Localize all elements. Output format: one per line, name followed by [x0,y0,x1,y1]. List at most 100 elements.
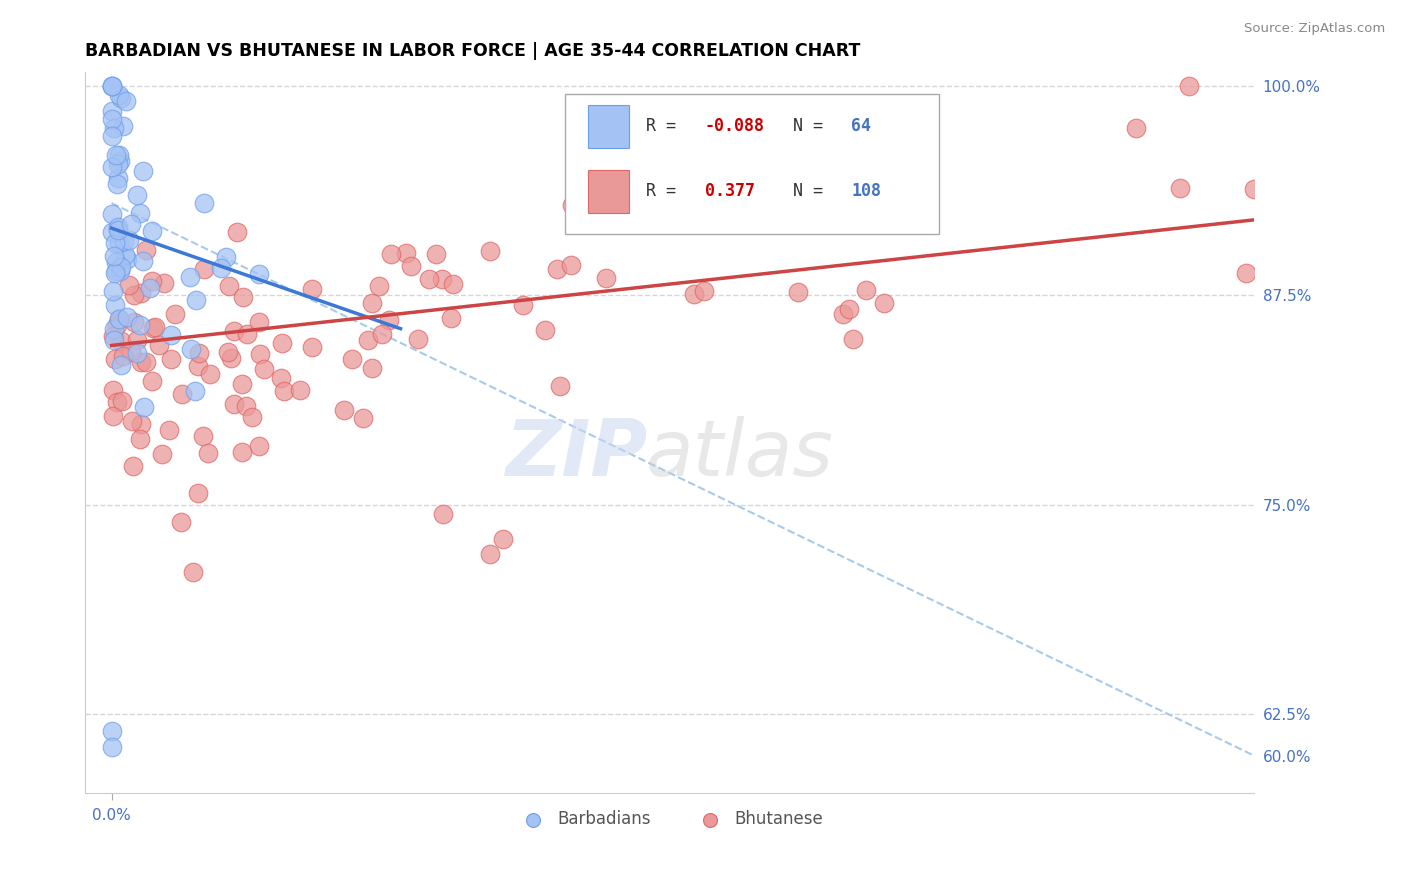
Point [512,298,534,312]
Text: 0.377: 0.377 [704,182,755,201]
Point [181,565,204,579]
Point [100,740,122,755]
Point [135,355,157,369]
Point [142,320,165,334]
Point [235,399,257,413]
Point [111,393,134,408]
Text: 64: 64 [851,118,872,136]
Point [247,439,270,453]
Point [492,533,515,547]
Point [1125,120,1147,135]
Point [103,322,125,336]
Point [172,387,194,401]
Point [170,515,193,529]
Point [125,346,148,360]
Point [231,445,253,459]
Point [122,315,145,329]
Point [197,445,219,459]
Point [101,103,124,118]
Point [103,329,125,343]
Point [101,284,124,298]
Point [139,857,162,871]
Point [100,78,122,93]
Point [193,196,215,211]
Text: R =: R = [647,118,676,136]
Text: BARBADIAN VS BHUTANESE IN LABOR FORCE | AGE 35-44 CORRELATION CHART: BARBADIAN VS BHUTANESE IN LABOR FORCE | … [86,42,860,60]
Point [247,268,270,282]
Point [115,94,138,108]
Point [108,154,131,169]
Point [787,285,810,299]
Point [425,247,447,261]
Point [107,311,129,326]
Point [139,281,162,295]
Point [231,376,253,391]
Point [141,374,163,388]
Point [478,547,501,561]
Point [150,447,173,461]
Point [842,332,865,346]
Point [101,383,124,397]
Point [271,335,294,350]
Point [441,277,464,292]
Point [224,397,246,411]
Point [288,383,311,397]
Point [357,334,380,348]
Point [104,254,127,268]
Point [112,120,135,134]
Point [368,279,391,293]
Point [107,223,129,237]
Point [399,259,422,273]
Point [209,260,232,275]
Point [100,78,122,93]
Point [101,207,124,221]
Point [124,288,146,302]
Point [159,351,181,366]
Point [108,236,131,251]
Point [340,352,363,367]
Point [103,249,125,263]
Point [193,874,215,888]
Point [100,78,122,93]
Point [548,379,571,393]
Point [333,403,356,417]
Text: ZIP: ZIP [505,417,647,492]
Point [240,410,263,425]
Point [838,301,860,316]
Point [371,326,394,341]
Point [129,417,152,431]
Text: atlas: atlas [645,417,834,492]
Point [270,371,292,385]
Point [129,432,152,446]
Point [115,310,138,325]
Point [222,324,245,338]
Point [110,260,132,274]
Point [180,342,202,356]
Point [143,319,166,334]
Point [247,315,270,329]
Point [152,277,174,291]
Point [1234,266,1257,280]
Point [107,170,129,185]
Point [104,351,127,366]
Point [105,264,128,278]
Point [107,157,129,171]
Point [127,333,149,347]
Point [533,323,555,337]
Point [135,243,157,257]
Point [118,233,141,247]
Point [1177,78,1199,93]
Point [100,129,122,144]
Point [360,296,382,310]
Point [118,277,141,292]
Point [104,266,127,280]
Point [193,428,215,442]
Point [120,217,142,231]
Point [215,251,238,265]
Point [179,269,201,284]
Point [105,318,128,333]
Point [105,394,128,409]
Point [561,198,583,212]
Point [832,307,855,321]
Point [560,258,582,272]
